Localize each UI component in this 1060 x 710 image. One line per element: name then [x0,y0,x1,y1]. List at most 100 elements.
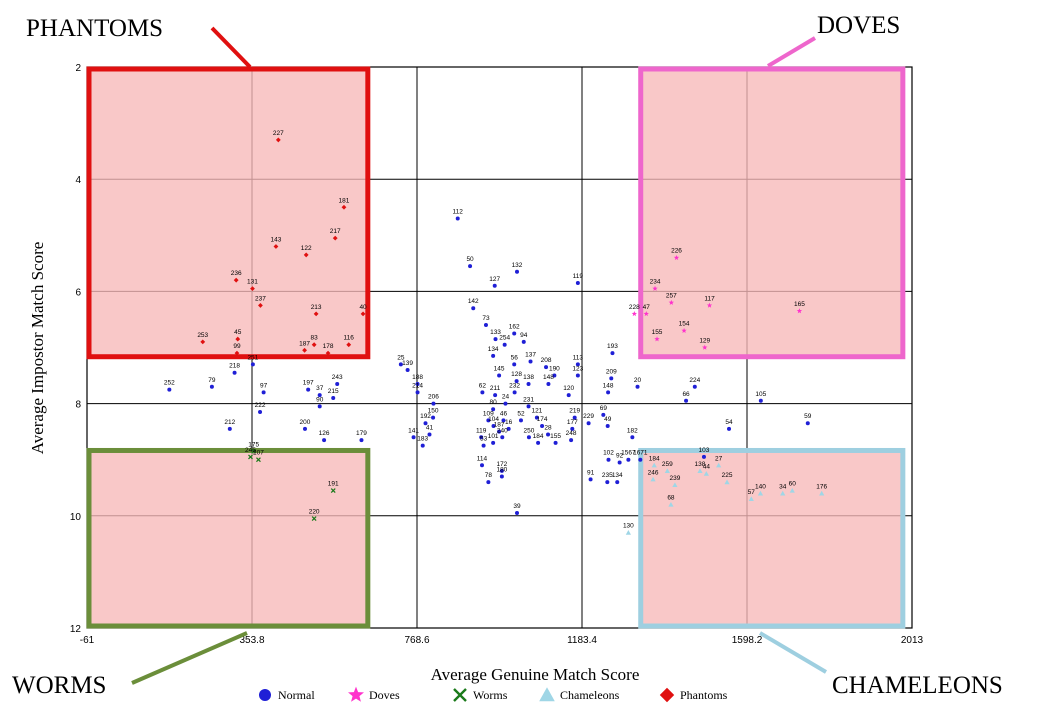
point-normal [566,393,571,398]
point-doves [668,299,674,305]
point-id-label: 217 [330,228,341,235]
point-id-label: 179 [356,430,367,437]
point-worms [330,488,336,493]
point-id-label: 148 [603,382,614,389]
point-normal [512,331,517,336]
point-normal [512,390,517,395]
point-normal [515,269,520,274]
point-id-label: 257 [666,293,677,300]
point-id-label: 177 [567,419,578,426]
point-id-label: 53 [480,436,488,443]
point-normal [468,264,473,269]
point-id-label: 116 [344,335,355,342]
point-normal [411,435,416,440]
point-id-label: 259 [662,461,673,468]
point-phantoms [275,137,281,143]
y-tick-label: 6 [75,287,81,298]
legend: Normal Doves Worms Chameleons Phantoms [259,686,728,703]
point-normal [528,359,533,364]
point-normal [405,367,410,372]
point-id-label: 131 [247,279,258,286]
point-phantoms [325,350,331,356]
point-normal [501,418,506,423]
point-normal [575,362,580,367]
point-id-label: 246 [648,469,659,476]
point-id-label: 209 [606,368,617,375]
point-id-label: 200 [300,419,311,426]
x-tick-label: 768.6 [404,635,429,646]
point-id-label: 73 [482,315,490,322]
point-normal [575,280,580,285]
point-id-label: 231 [523,396,534,403]
point-normal [250,362,255,367]
point-id-label: 142 [468,298,479,305]
point-id-label: 253 [197,332,208,339]
point-id-label: 181 [339,197,350,204]
x-tick-label: -61 [80,635,95,646]
point-id-label: 16 [505,419,513,426]
point-id-label: 80 [490,399,498,406]
point-normal [546,381,551,386]
point-id-label: 134 [488,346,499,353]
y-tick-label: 8 [75,400,81,411]
point-normal [261,390,266,395]
point-id-label: 236 [231,270,242,277]
point-id-label: 102 [603,450,614,457]
legend-label: Doves [369,688,400,702]
x-tick-label: 1598.2 [732,635,763,646]
point-normal [512,362,517,367]
point-id-label: 248 [566,430,577,437]
point-id-label: 222 [255,402,266,409]
point-chameleons [668,501,674,507]
point-normal [486,480,491,485]
point-normal [606,390,611,395]
point-id-label: 78 [485,472,493,479]
point-normal [518,418,523,423]
point-id-label: 104 [488,416,499,423]
point-normal [500,435,505,440]
point-doves [654,336,660,342]
point-id-label: 175 [248,441,259,448]
phantoms-callout: PHANTOMS [26,15,163,42]
point-normal [701,454,706,459]
point-normal [684,398,689,403]
point-worms [248,454,253,460]
point-id-label: 1567 [621,450,636,457]
point-id-label: 50 [466,256,474,263]
point-id-label: 119 [476,427,487,434]
point-id-label: 237 [255,295,266,302]
point-worms [311,516,317,522]
point-normal [586,421,591,426]
point-normal [588,477,593,482]
point-id-label: 190 [549,366,560,373]
point-id-label: 91 [587,469,595,476]
point-id-label: 207 [253,450,264,457]
point-normal [322,438,327,443]
point-normal [232,370,237,375]
point-id-label: 162 [509,323,520,330]
point-id-label: 254 [499,335,510,342]
point-id-label: 183 [417,436,428,443]
point-id-label: 134 [612,472,623,479]
point-normal [227,426,232,431]
point-normal [493,337,498,342]
point-id-label: 127 [489,276,500,283]
point-worms [251,448,257,454]
point-id-label: 220 [309,509,320,516]
point-normal [431,401,436,406]
point-normal [317,404,322,409]
point-id-label: 240 [497,427,508,434]
point-id-label: 174 [537,416,548,423]
legend-marker-worms [453,688,467,702]
point-normal [415,381,420,386]
point-id-label: 28 [544,424,552,431]
point-normal [493,393,498,398]
point-id-label: 45 [234,329,242,336]
point-normal [534,415,539,420]
legend-marker-doves [348,686,364,702]
point-id-label: 109 [483,410,494,417]
point-normal [427,432,432,437]
